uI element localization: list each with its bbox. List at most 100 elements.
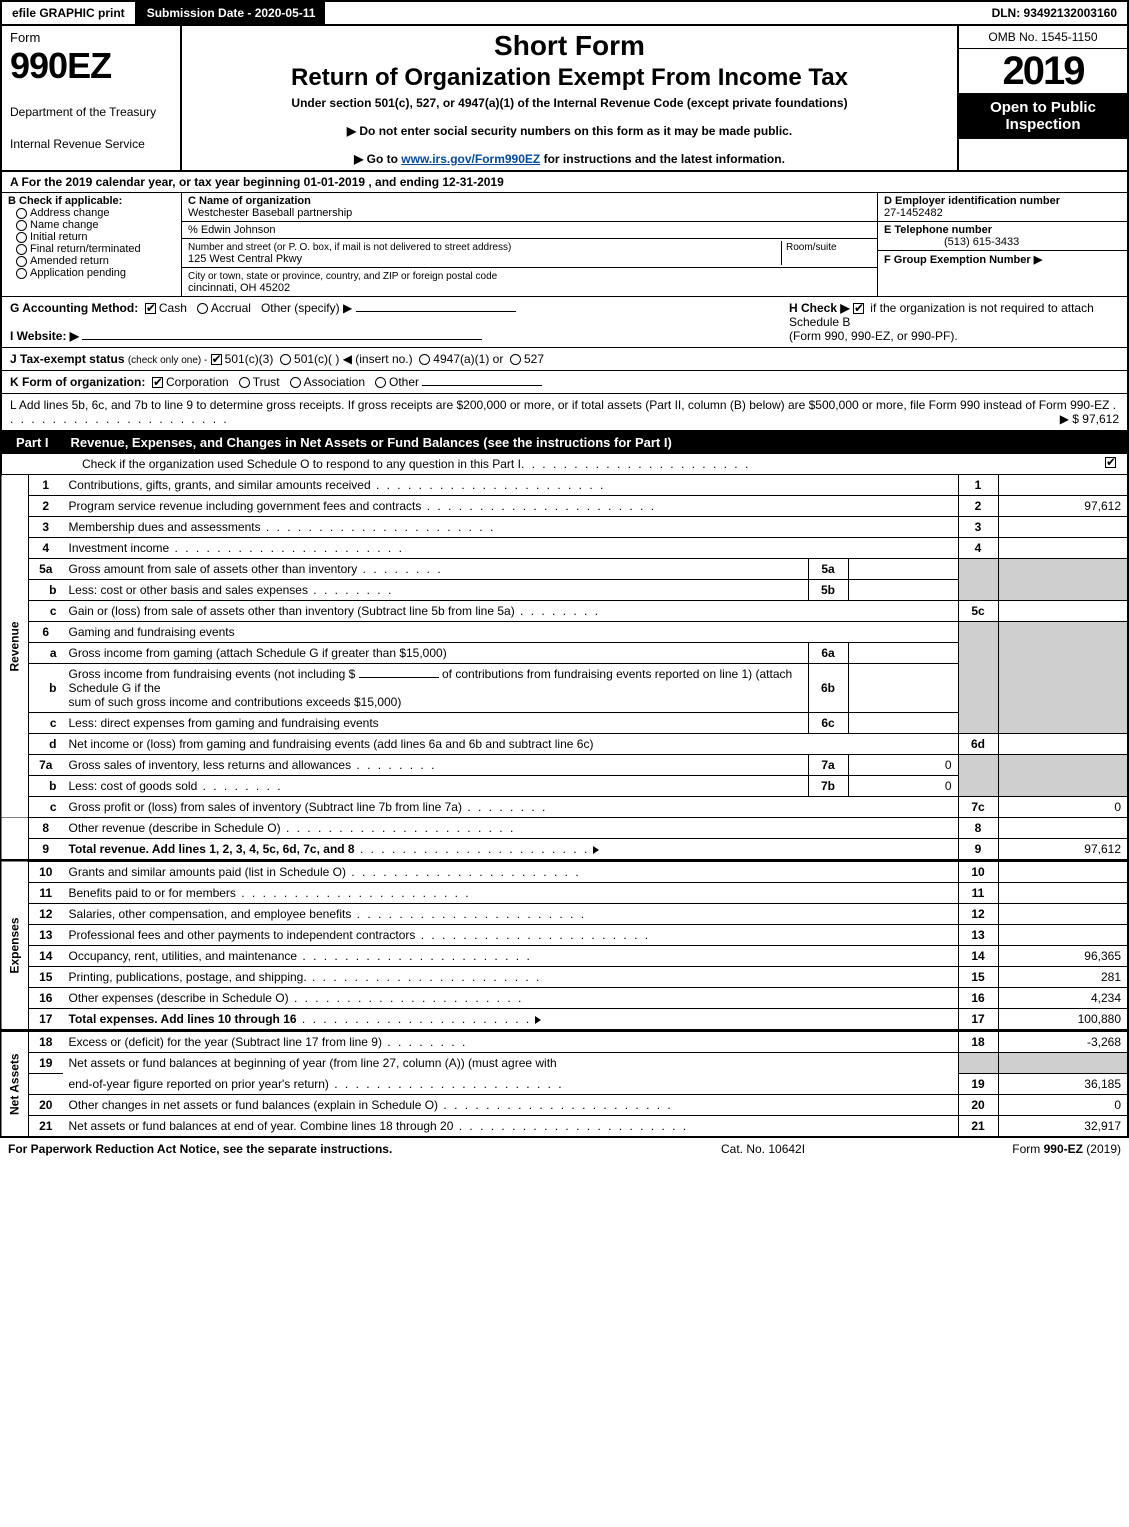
l9-numcol: 9 xyxy=(958,839,998,860)
l17-val: 100,880 xyxy=(998,1009,1128,1030)
h-block: H Check ▶ if the organization is not req… xyxy=(789,301,1119,343)
l13-desc: Professional fees and other payments to … xyxy=(69,928,416,942)
l7a-num: 7a xyxy=(29,755,63,776)
l12-desc: Salaries, other compensation, and employ… xyxy=(69,907,352,921)
l6d-desc: Net income or (loss) from gaming and fun… xyxy=(69,737,594,751)
h-checkbox[interactable] xyxy=(853,303,864,314)
j-501c3-checkbox[interactable] xyxy=(211,354,222,365)
goto-note: ▶ Go to www.irs.gov/Form990EZ for instru… xyxy=(192,152,947,166)
l5b-boxl: 5b xyxy=(808,580,848,601)
row-a-tax-year: A For the 2019 calendar year, or tax yea… xyxy=(0,172,1129,193)
l6b-boxl: 6b xyxy=(808,664,848,713)
j-501c-radio[interactable] xyxy=(280,354,291,365)
header-right: OMB No. 1545-1150 2019 Open to Public In… xyxy=(957,26,1127,170)
l6a-boxl: 6a xyxy=(808,643,848,664)
b-opt-name[interactable]: Name change xyxy=(16,219,175,231)
line-19a: 19 Net assets or fund balances at beginn… xyxy=(1,1053,1128,1074)
l3-val xyxy=(998,517,1128,538)
k-other: Other xyxy=(389,375,419,389)
k-assoc: Association xyxy=(304,375,365,389)
submission-date-button[interactable]: Submission Date - 2020-05-11 xyxy=(137,2,328,24)
l11-numcol: 11 xyxy=(958,883,998,904)
irs-link[interactable]: www.irs.gov/Form990EZ xyxy=(401,152,540,166)
line-4: 4 Investment income 4 xyxy=(1,538,1128,559)
j-o2: 501(c)( ) ◀ (insert no.) xyxy=(294,352,413,366)
l9-num: 9 xyxy=(29,839,63,860)
line-19b: end-of-year figure reported on prior yea… xyxy=(1,1074,1128,1095)
g-other-input[interactable] xyxy=(356,311,516,312)
l14-desc: Occupancy, rent, utilities, and maintena… xyxy=(69,949,298,963)
section-def: D Employer identification number 27-1452… xyxy=(877,193,1127,296)
row-j: J Tax-exempt status (check only one) - 5… xyxy=(0,348,1129,371)
l6b-amt-input[interactable] xyxy=(359,677,439,678)
dept-treasury: Department of the Treasury xyxy=(10,105,172,119)
k-other-radio[interactable] xyxy=(375,377,386,388)
l4-num: 4 xyxy=(29,538,63,559)
b-opt-address[interactable]: Address change xyxy=(16,207,175,219)
efile-button[interactable]: efile GRAPHIC print xyxy=(2,2,137,24)
l7a-boxl: 7a xyxy=(808,755,848,776)
l19-dots xyxy=(329,1077,564,1091)
l5b-dots xyxy=(308,583,393,597)
l20-desc: Other changes in net assets or fund bala… xyxy=(69,1098,439,1112)
b-opt-initial[interactable]: Initial return xyxy=(16,231,175,243)
d-label: D Employer identification number xyxy=(884,195,1060,207)
l18-numcol: 18 xyxy=(958,1031,998,1053)
footer-left: For Paperwork Reduction Act Notice, see … xyxy=(8,1142,721,1156)
b-opt-pending[interactable]: Application pending xyxy=(16,267,175,279)
l12-dots xyxy=(351,907,586,921)
footer-formref: Form 990-EZ (2019) xyxy=(921,1142,1121,1156)
k-other-input[interactable] xyxy=(422,385,542,386)
l18-desc: Excess or (deficit) for the year (Subtra… xyxy=(69,1035,382,1049)
part1-sub-checkbox[interactable] xyxy=(1105,457,1116,468)
l6-num: 6 xyxy=(29,622,63,643)
i-website-input[interactable] xyxy=(82,339,482,340)
k-trust-radio[interactable] xyxy=(239,377,250,388)
l2-val: 97,612 xyxy=(998,496,1128,517)
side-revenue: Revenue xyxy=(1,475,29,818)
line-14: 14Occupancy, rent, utilities, and mainte… xyxy=(1,946,1128,967)
k-corp-checkbox[interactable] xyxy=(152,377,163,388)
c-care-block: % Edwin Johnson xyxy=(182,222,877,239)
j-527-radio[interactable] xyxy=(510,354,521,365)
return-title: Return of Organization Exempt From Incom… xyxy=(192,64,947,92)
l6a-desc: Gross income from gaming (attach Schedul… xyxy=(69,646,447,660)
l10-num: 10 xyxy=(29,861,63,883)
l-text: L Add lines 5b, 6c, and 7b to line 9 to … xyxy=(10,398,1109,412)
e-label: E Telephone number xyxy=(884,224,992,236)
b-opt-final[interactable]: Final return/terminated xyxy=(16,243,175,255)
l4-dots xyxy=(169,541,404,555)
l1-val xyxy=(998,475,1128,496)
b-opt-amended[interactable]: Amended return xyxy=(16,255,175,267)
expenses-table: Expenses 10 Grants and similar amounts p… xyxy=(0,860,1129,1030)
l18-dots xyxy=(382,1035,467,1049)
l6-desc: Gaming and fundraising events xyxy=(69,625,235,639)
l20-val: 0 xyxy=(998,1095,1128,1116)
c-city: cincinnati, OH 45202 xyxy=(188,282,290,294)
l21-val: 32,917 xyxy=(998,1116,1128,1138)
l20-numcol: 20 xyxy=(958,1095,998,1116)
g-cash-checkbox[interactable] xyxy=(145,303,156,314)
line-1: Revenue 1 Contributions, gifts, grants, … xyxy=(1,475,1128,496)
l6b-num: b xyxy=(29,664,63,713)
e-block: E Telephone number (513) 615-3433 xyxy=(878,222,1127,251)
l5c-desc: Gain or (loss) from sale of assets other… xyxy=(69,604,515,618)
j-4947-radio[interactable] xyxy=(419,354,430,365)
l3-num: 3 xyxy=(29,517,63,538)
l21-desc: Net assets or fund balances at end of ye… xyxy=(69,1119,454,1133)
g-accrual-radio[interactable] xyxy=(197,303,208,314)
k-label: K Form of organization: xyxy=(10,375,145,389)
l11-dots xyxy=(236,886,471,900)
l19-desc2: end-of-year figure reported on prior yea… xyxy=(69,1077,329,1091)
line-12: 12Salaries, other compensation, and empl… xyxy=(1,904,1128,925)
g-other: Other (specify) ▶ xyxy=(261,301,352,315)
k-assoc-radio[interactable] xyxy=(290,377,301,388)
l2-numcol: 2 xyxy=(958,496,998,517)
top-bar: efile GRAPHIC print Submission Date - 20… xyxy=(0,0,1129,26)
l7b-boxv: 0 xyxy=(848,776,958,797)
part1-title: Revenue, Expenses, and Changes in Net As… xyxy=(63,431,680,454)
l14-val: 96,365 xyxy=(998,946,1128,967)
line-2: 2 Program service revenue including gove… xyxy=(1,496,1128,517)
l6-grey2 xyxy=(998,622,1128,734)
f-block: F Group Exemption Number ▶ xyxy=(878,251,1127,268)
